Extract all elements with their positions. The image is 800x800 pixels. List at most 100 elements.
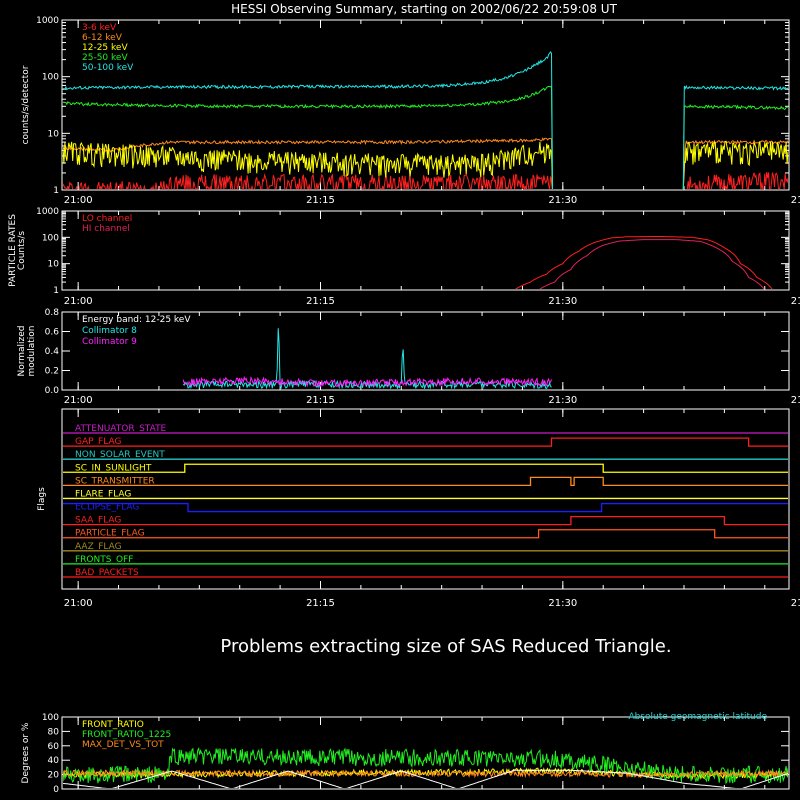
legend-entry: 3-6 keV: [82, 23, 117, 33]
legend-entry: FRONT_RATIO_1225: [82, 730, 171, 740]
y-tick-label: 1000: [36, 207, 59, 217]
y-tick-label: 80: [48, 727, 60, 737]
panel-frame: [61, 210, 790, 291]
flag-label: SC_TRANSMITTER: [75, 476, 155, 486]
time-tick-label: 21:30: [548, 598, 577, 609]
panel-count_rates: 21:0021:1521:3021:4522:0022:1522:3011010…: [21, 16, 800, 206]
plot-area: [63, 51, 788, 189]
plot-area: [63, 746, 788, 788]
series-line: [63, 140, 788, 189]
time-tick-label: 21:30: [548, 296, 577, 307]
annotation-label: Absolute geomagnetic latitude: [628, 712, 767, 722]
y-tick-label: 0: [53, 785, 59, 795]
panel-ratios: 0 20 40 60 80 100 Degrees or % FRONT_RATIOFRONT…: [21, 712, 790, 795]
time-tick-label: 21:45: [791, 195, 800, 206]
legend-entry: Collimator 9: [82, 337, 137, 347]
y-axis-title: Degrees or %: [21, 722, 31, 783]
y-axis-title: counts/s/detector: [21, 65, 31, 144]
y-tick-label: 100: [42, 73, 59, 83]
flag-label: FRONTS_OFF: [75, 555, 133, 565]
y-tick-label: 100: [42, 713, 59, 723]
flag-line: [63, 437, 788, 447]
legend-entry: 6-12 keV: [82, 33, 123, 43]
plot-area: [514, 236, 773, 289]
annotation-label: Energy band: 12-25 keV: [82, 315, 191, 325]
time-tick-label: 21:00: [64, 598, 93, 609]
legend-entry: FRONT_RATIO: [82, 720, 144, 730]
y-tick-label: 100: [42, 233, 59, 243]
series-line: [182, 375, 552, 388]
legend-entry: Collimator 8: [82, 326, 137, 336]
extraction-message: Problems extracting size of SAS Reduced …: [220, 636, 671, 657]
flag-label: SC_IN_SUNLIGHT: [75, 463, 152, 473]
panel-particle_rates: 21:0021:1521:3021:4522:0022:1522:3011010…: [8, 207, 800, 307]
series-line: [63, 85, 788, 189]
y-axis-title: Counts/s: [17, 231, 27, 270]
y-tick-label: 1: [53, 286, 59, 296]
y-axis-title: Flags: [37, 487, 47, 511]
y-tick-label: 0.4: [45, 347, 60, 357]
plot-area: [182, 328, 552, 389]
legend-entry: 25-50 keV: [82, 53, 128, 63]
flag-label: NON_SOLAR_EVENT: [75, 450, 165, 460]
flag-label: ECLIPSE_FLAG: [75, 503, 139, 513]
y-tick-label: 0.0: [45, 386, 60, 396]
series-line: [63, 51, 788, 189]
panel-flags: 21:0021:1521:3021:4522:0022:1522:30Flags…: [37, 408, 800, 609]
panel-modulation: 21:0021:1521:3021:4522:0022:1522:300.00.…: [17, 308, 800, 406]
series-line: [63, 769, 788, 788]
time-tick-label: 21:00: [64, 395, 93, 406]
y-tick-label: 10: [48, 260, 60, 270]
flag-label: ATTENUATOR_STATE: [75, 424, 167, 434]
y-tick-label: 60: [48, 742, 60, 752]
series-line: [539, 239, 765, 289]
y-tick-label: 0.2: [45, 367, 59, 377]
y-axis-title: Normalized: [17, 325, 27, 376]
time-tick-label: 21:15: [306, 296, 335, 307]
series-line: [63, 768, 788, 779]
time-tick-label: 21:15: [306, 598, 335, 609]
legend-entry: MAX_DET_VS_TOT: [82, 740, 164, 750]
y-tick-label: 1: [53, 186, 59, 196]
series-line: [63, 137, 788, 189]
flag-label: SAA_FLAG: [75, 516, 121, 526]
y-tick-label: 40: [48, 756, 60, 766]
flag-line: [63, 529, 788, 539]
panels: 21:0021:1521:3021:4522:0022:1522:3011010…: [8, 16, 800, 795]
legend-entry: 12-25 keV: [82, 43, 128, 53]
legend-entry: 50-100 keV: [82, 63, 134, 73]
panel-frame: [61, 19, 790, 191]
y-tick-label: 0.6: [45, 328, 60, 338]
time-tick-label: 21:45: [791, 395, 800, 406]
flag-line: [63, 502, 788, 513]
flag-label: AAZ_FLAG: [75, 542, 122, 552]
y-tick-label: 20: [48, 771, 60, 781]
figure-title: HESSI Observing Summary, starting on 200…: [231, 2, 617, 16]
flag-line: [63, 463, 788, 473]
time-tick-label: 21:00: [64, 195, 93, 206]
y-tick-label: 1000: [36, 16, 59, 26]
series-line: [182, 328, 552, 389]
y-axis-title: modulation: [27, 326, 37, 377]
time-tick-label: 21:15: [306, 195, 335, 206]
time-tick-label: 21:30: [548, 195, 577, 206]
time-tick-label: 21:30: [548, 395, 577, 406]
time-tick-label: 21:15: [306, 395, 335, 406]
series-line: [63, 171, 788, 189]
flag-label: PARTICLE_FLAG: [75, 529, 145, 539]
y-tick-label: 10: [48, 129, 60, 139]
y-axis-title: PARTICLE RATES: [8, 214, 18, 287]
legend-entry: LO channel: [82, 214, 132, 224]
flag-line: [63, 476, 788, 487]
flag-label: BAD_PACKETS: [75, 568, 139, 578]
legend-entry: HI channel: [82, 224, 130, 234]
flag-label: GAP_FLAG: [75, 437, 121, 447]
panel-frame: [61, 408, 790, 590]
flag-label: FLARE_FLAG: [75, 489, 131, 499]
panel-frame: [61, 716, 790, 790]
flag-line: [63, 515, 788, 526]
y-tick-label: 0.8: [45, 308, 60, 318]
time-tick-label: 21:00: [64, 296, 93, 307]
time-tick-label: 21:45: [791, 598, 800, 609]
